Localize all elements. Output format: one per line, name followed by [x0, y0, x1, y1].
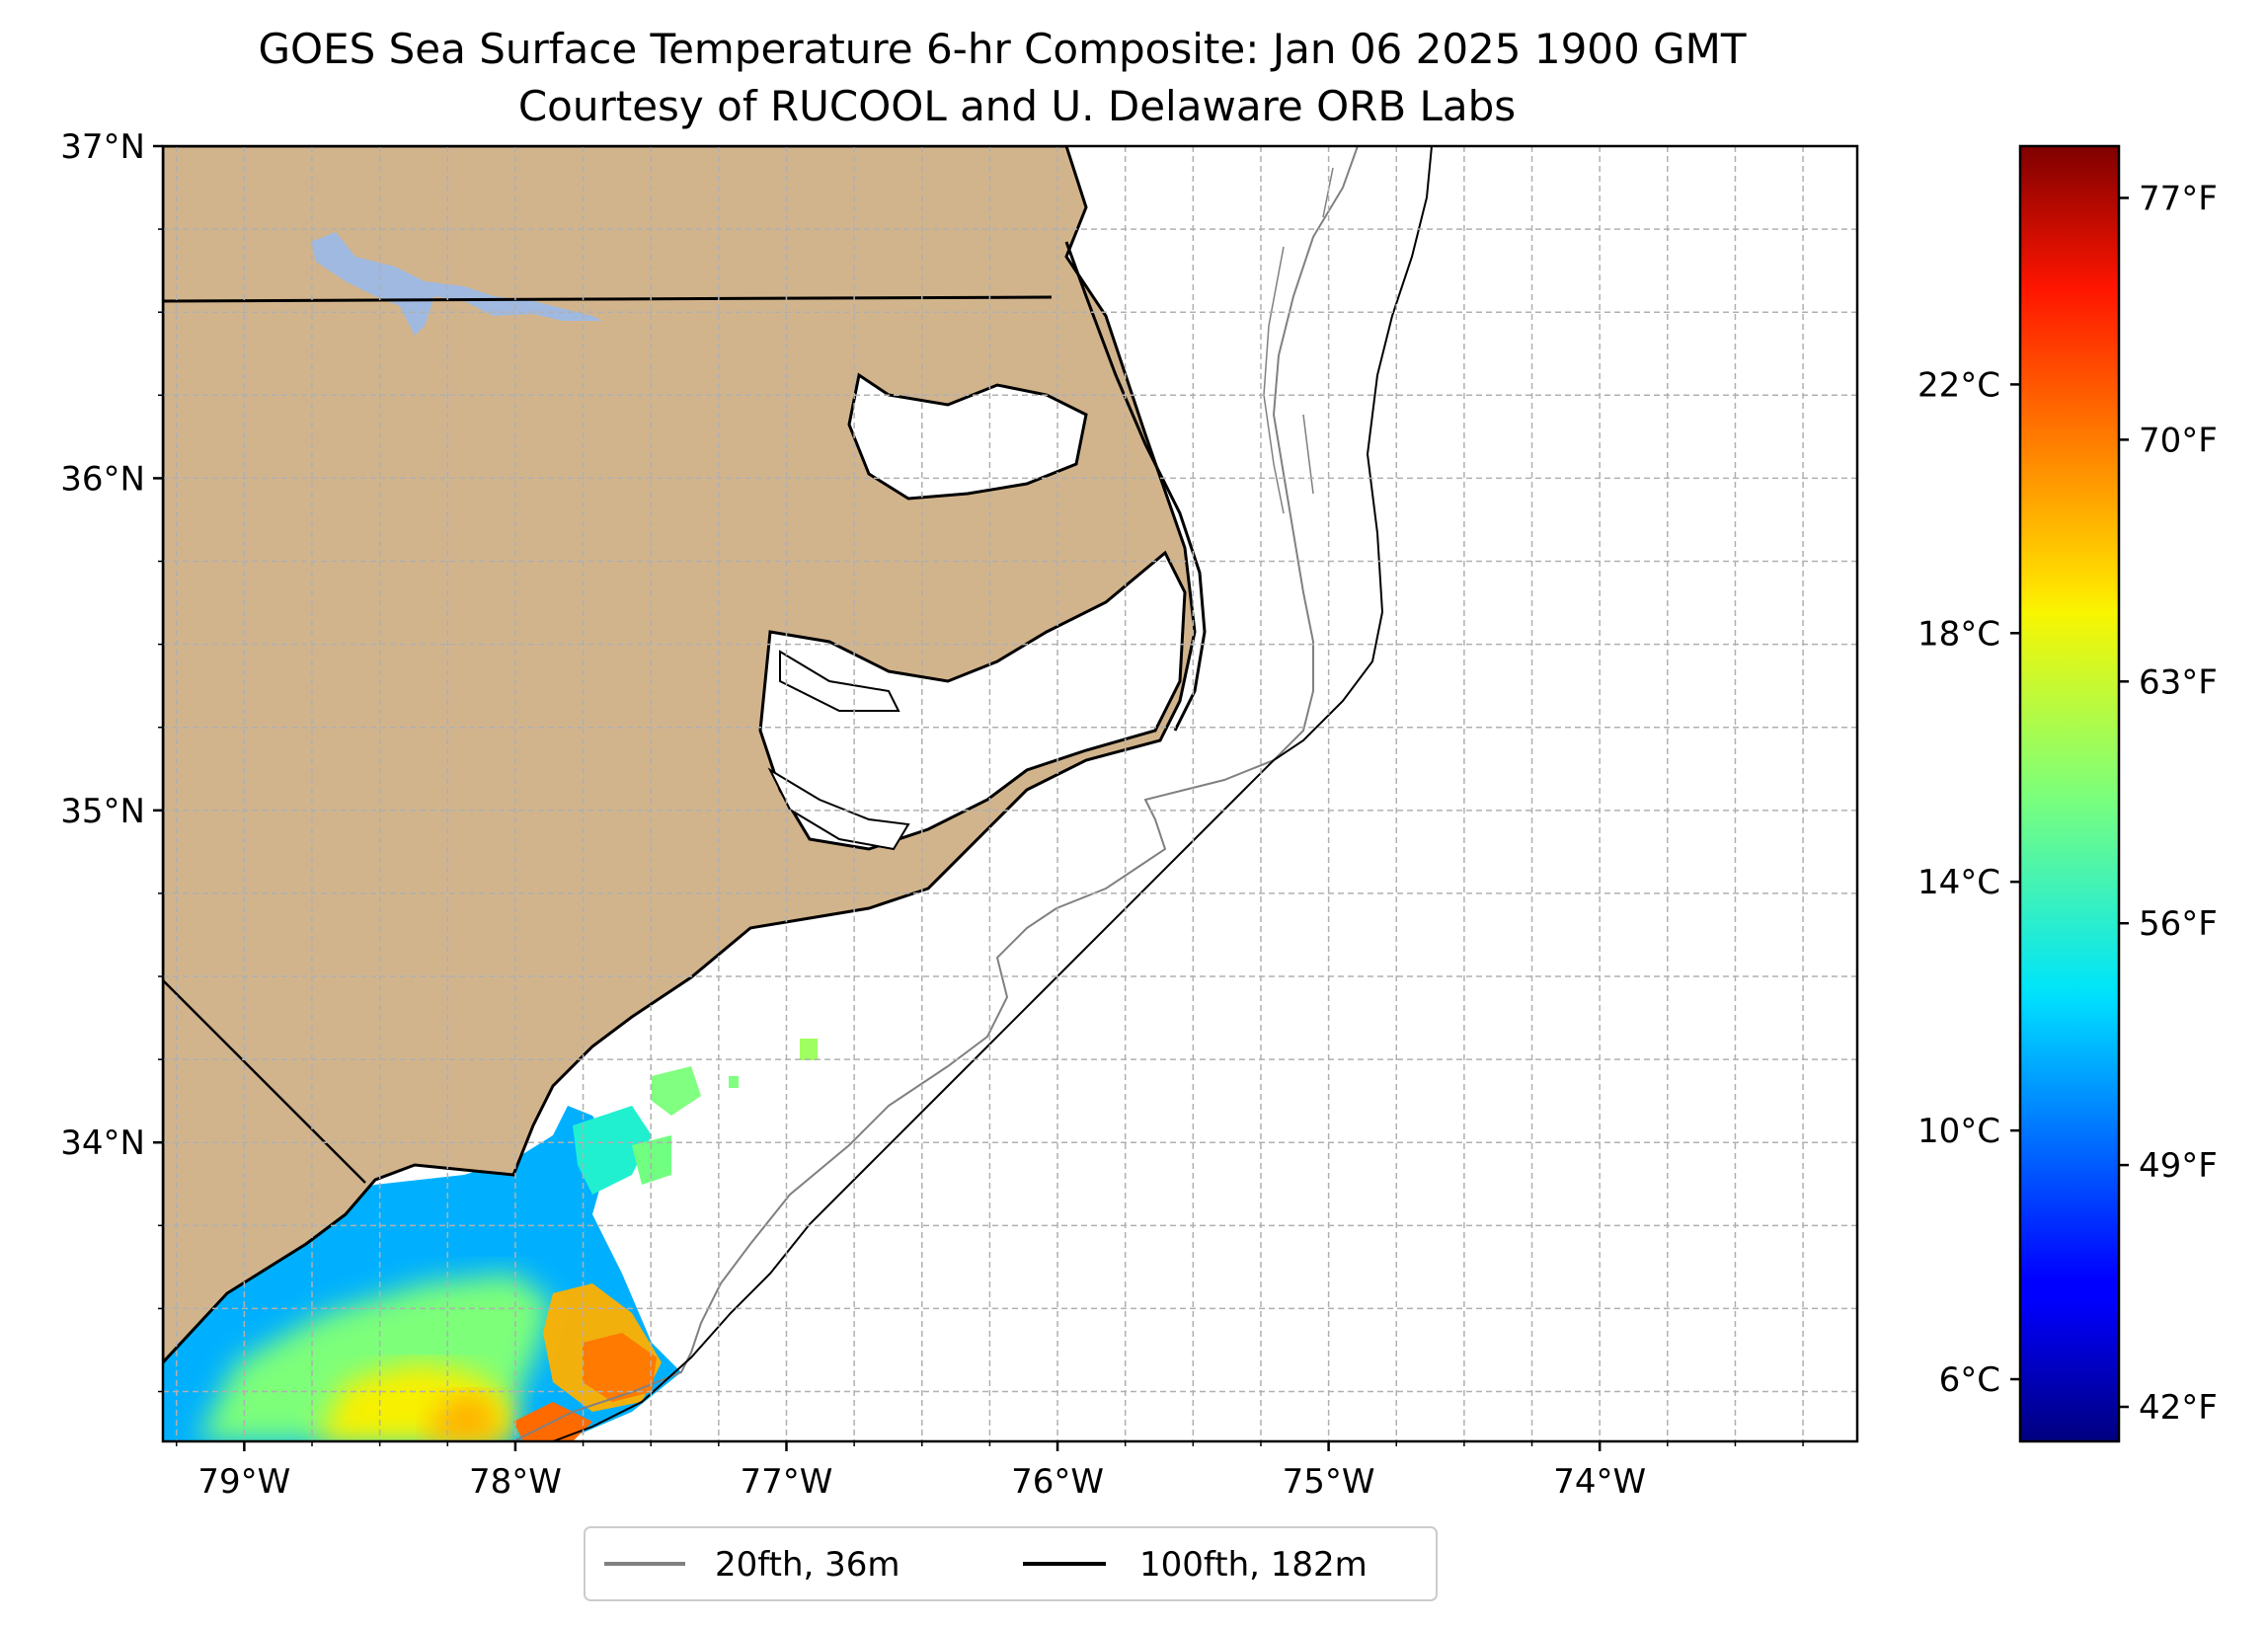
fahrenheit-tick-label: 56°F: [2139, 904, 2218, 944]
lake: [311, 232, 602, 336]
lon-tick-label: 74°W: [1553, 1462, 1646, 1502]
state-border-va-nc: [163, 295, 1053, 303]
lon-tick-label: 78°W: [469, 1462, 562, 1502]
latitude-axis: 37°N 36°N 35°N 34°N: [60, 127, 163, 1393]
lon-tick-label: 77°W: [741, 1462, 833, 1502]
celsius-tick-label: 18°C: [1917, 614, 2000, 654]
lat-tick-label: 37°N: [60, 127, 145, 167]
celsius-tick-label: 10°C: [1917, 1112, 2000, 1151]
lon-tick-label: 79°W: [197, 1462, 290, 1502]
neuse-river: [767, 767, 910, 851]
isobath-20fth: [512, 146, 1359, 1441]
lat-tick-label: 34°N: [60, 1123, 145, 1163]
celsius-tick-label: 22°C: [1917, 365, 2000, 405]
lat-tick-label: 36°N: [60, 459, 145, 499]
state-border-nc-sc: [163, 979, 366, 1184]
legend-box: [584, 1526, 1438, 1601]
celsius-tick-label: 14°C: [1917, 863, 2000, 902]
fahrenheit-tick-label: 49°F: [2139, 1146, 2218, 1186]
longitude-axis: 79°W 78°W 77°W 76°W 75°W 74°W: [175, 1441, 1804, 1502]
map-title-line1: GOES Sea Surface Temperature 6-hr Compos…: [258, 25, 1746, 73]
isobath-100fth: [552, 146, 1433, 1441]
celsius-tick-label: 6°C: [1939, 1360, 2000, 1400]
fahrenheit-tick-label: 42°F: [2139, 1388, 2218, 1428]
map-panel: 37°N 36°N 35°N 34°N 79°W 78°W 77°W 76°W 75°W 74°…: [60, 127, 1859, 1502]
albemarle-sound: [847, 372, 1088, 501]
colorbar-gradient: [2018, 144, 2121, 1443]
celsius-ticks: 22°C 18°C 14°C 10°C 6°C: [1917, 365, 2020, 1400]
legend-label-100fth: 100fth, 182m: [1139, 1545, 1368, 1585]
pamlico-river: [779, 650, 900, 712]
pamlico-sound: [758, 550, 1187, 851]
fahrenheit-ticks: 77°F 70°F 63°F 56°F 49°F 42°F: [2119, 179, 2218, 1428]
colorbar: 22°C 18°C 14°C 10°C 6°C 77°F 70°F 63°F 56°F 49°F…: [1917, 144, 2218, 1443]
map-title-line2: Courtesy of RUCOOL and U. Delaware ORB L…: [518, 82, 1516, 130]
isobath-legend: 20fth, 36m 100fth, 182m: [584, 1526, 1438, 1601]
lon-tick-label: 76°W: [1011, 1462, 1104, 1502]
gridlines: [163, 146, 1857, 1441]
fahrenheit-tick-label: 63°F: [2139, 662, 2218, 702]
lon-tick-label: 75°W: [1283, 1462, 1375, 1502]
fahrenheit-tick-label: 77°F: [2139, 179, 2218, 218]
fahrenheit-tick-label: 70°F: [2139, 421, 2218, 460]
outer-banks: [1064, 241, 1207, 732]
lat-tick-label: 35°N: [60, 792, 145, 831]
map-frame: [161, 144, 1859, 1443]
legend-label-20fth: 20fth, 36m: [715, 1545, 900, 1585]
